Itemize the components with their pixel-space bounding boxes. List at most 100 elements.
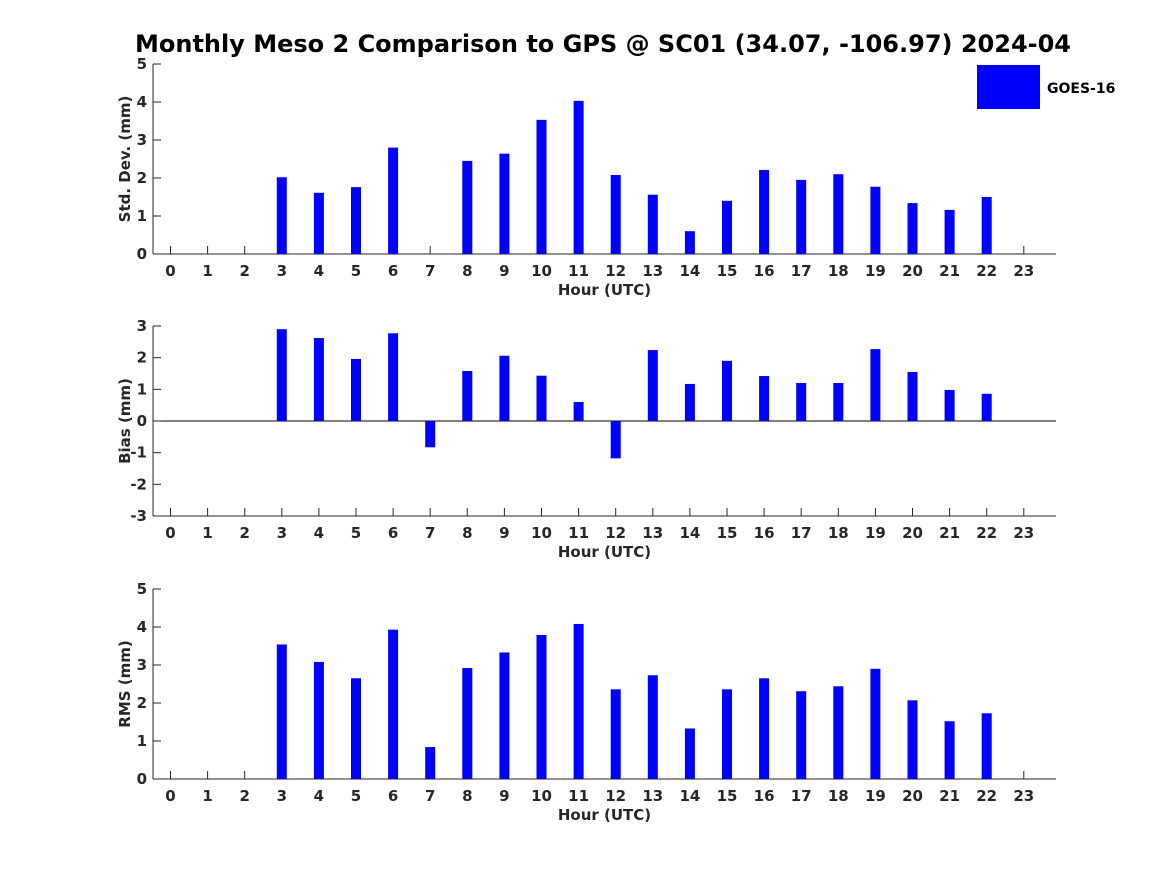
x-tick-label: 13 (642, 262, 663, 280)
legend-label-goes-16: GOES-16 (1047, 81, 1115, 97)
x-tick-label: 3 (277, 524, 287, 542)
x-tick-label: 2 (239, 524, 249, 542)
bar-hour-4 (313, 192, 324, 254)
x-tick-label: 14 (679, 524, 700, 542)
x-tick-label: 14 (679, 262, 700, 280)
bar-hour-6 (388, 147, 399, 254)
bar-hour-20 (907, 371, 918, 421)
bar-hour-22 (981, 393, 992, 421)
y-tick-label: 3 (137, 131, 147, 149)
x-tick-label: 9 (499, 262, 509, 280)
bar-hour-17 (796, 179, 807, 254)
x-tick-label: 13 (642, 787, 663, 805)
bar-hour-3 (276, 644, 287, 779)
y-tick-label: 1 (137, 732, 147, 750)
bar-hour-8 (462, 160, 473, 254)
x-tick-label: 19 (865, 524, 886, 542)
x-tick-label: 12 (605, 262, 626, 280)
y-axis-label: Std. Dev. (mm) (116, 96, 134, 223)
bar-hour-9 (499, 153, 510, 254)
x-tick-label: 11 (568, 262, 589, 280)
bar-hour-11 (573, 623, 584, 779)
bar-hour-10 (536, 119, 547, 254)
bar-hour-3 (276, 177, 287, 254)
x-tick-label: 0 (165, 524, 175, 542)
x-tick-label: 16 (754, 524, 775, 542)
bar-hour-4 (313, 338, 324, 421)
y-tick-label: 3 (137, 317, 147, 335)
bar-hour-3 (276, 329, 287, 421)
bar-hour-14 (684, 383, 695, 421)
bar-hour-21 (944, 209, 955, 254)
bar-hour-16 (759, 678, 770, 779)
x-tick-label: 9 (499, 787, 509, 805)
bar-hour-15 (722, 689, 732, 779)
chart-title: Monthly Meso 2 Comparison to GPS @ SC01 … (135, 30, 1071, 58)
x-tick-label: 22 (976, 787, 997, 805)
bar-hour-20 (907, 203, 918, 254)
bar-hour-8 (462, 668, 473, 779)
x-axis-label: Hour (UTC) (558, 806, 651, 824)
bar-hour-17 (796, 383, 807, 421)
bar-hour-22 (981, 197, 992, 254)
bar-hour-19 (870, 186, 881, 254)
x-tick-label: 1 (202, 524, 212, 542)
x-tick-label: 8 (462, 262, 472, 280)
bar-hour-12 (610, 689, 621, 779)
x-tick-label: 18 (828, 787, 849, 805)
bar-hour-10 (536, 375, 547, 421)
x-tick-label: 2 (239, 262, 249, 280)
bar-hour-4 (313, 661, 324, 779)
x-tick-label: 19 (865, 262, 886, 280)
bar-hour-5 (351, 187, 361, 254)
x-tick-label: 11 (568, 787, 589, 805)
y-tick-label: 5 (137, 55, 147, 73)
bar-hour-6 (388, 629, 399, 779)
bar-hour-18 (833, 383, 844, 421)
x-tick-label: 10 (531, 262, 552, 280)
x-tick-label: 21 (939, 787, 960, 805)
bar-hour-6 (388, 333, 399, 421)
bar-hour-19 (870, 668, 881, 779)
x-tick-label: 15 (717, 787, 738, 805)
x-tick-label: 7 (425, 524, 435, 542)
x-tick-label: 21 (939, 262, 960, 280)
x-tick-label: 17 (791, 524, 812, 542)
bar-hour-5 (351, 358, 361, 421)
x-tick-label: 17 (791, 787, 812, 805)
x-tick-label: 15 (717, 524, 738, 542)
x-tick-label: 8 (462, 524, 472, 542)
y-tick-label: 0 (137, 245, 147, 263)
y-tick-label: 3 (137, 656, 147, 674)
bar-hour-11 (573, 402, 584, 421)
y-tick-label: 1 (137, 207, 147, 225)
y-tick-label: 0 (137, 770, 147, 788)
bar-hour-14 (684, 231, 695, 254)
x-tick-label: 13 (642, 524, 663, 542)
x-tick-label: 20 (902, 787, 923, 805)
bar-hour-19 (870, 349, 881, 421)
x-tick-label: 12 (605, 524, 626, 542)
bar-hour-15 (722, 200, 732, 254)
legend-swatch-goes-16 (977, 65, 1040, 109)
y-tick-label: -3 (130, 507, 147, 525)
x-tick-label: 8 (462, 787, 472, 805)
x-tick-label: 23 (1013, 524, 1034, 542)
bar-hour-22 (981, 713, 992, 779)
x-tick-label: 5 (351, 787, 361, 805)
bar-hour-9 (499, 355, 510, 421)
bar-hour-15 (722, 360, 732, 421)
x-tick-label: 6 (388, 787, 398, 805)
x-tick-label: 4 (314, 262, 324, 280)
x-tick-label: 5 (351, 262, 361, 280)
x-tick-label: 10 (531, 787, 552, 805)
x-tick-label: 19 (865, 787, 886, 805)
x-tick-label: 17 (791, 262, 812, 280)
x-tick-label: 3 (277, 787, 287, 805)
bar-hour-13 (647, 194, 658, 254)
y-tick-label: 5 (137, 580, 147, 598)
